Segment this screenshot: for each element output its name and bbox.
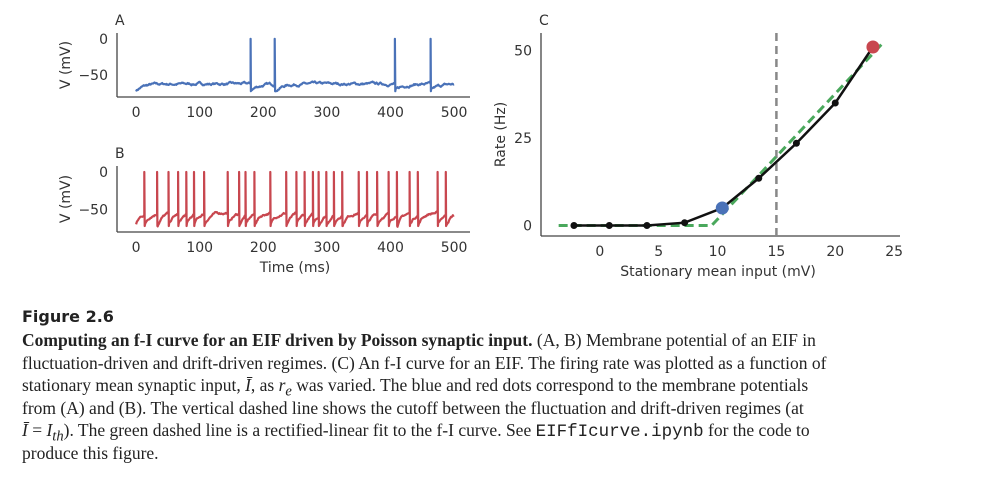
x-tick-label: 10: [709, 244, 727, 260]
panel-letter: C: [539, 13, 549, 29]
x-tick-label: 400: [377, 105, 404, 121]
data-point: [831, 99, 839, 107]
rectified-linear-fit: [558, 42, 884, 227]
x-tick-label: 0: [132, 105, 141, 121]
data-point: [643, 222, 651, 229]
x-tick-label: 200: [250, 105, 277, 121]
voltage-trace: [135, 170, 455, 228]
caption-text: ). The green dashed line is a rectified-…: [63, 420, 536, 440]
caption-text: =: [27, 420, 47, 440]
math-ibar: Ī: [245, 375, 251, 395]
caption-line-4: from (A) and (B). The vertical dashed li…: [22, 398, 804, 418]
x-tick-label: 25: [885, 244, 903, 260]
caption-text: (A, B) Membrane potential of an EIF in: [532, 330, 816, 350]
data-point: [681, 219, 689, 227]
panel-a: 0 100 200 300 400 500 0 −50 A V (mV): [58, 13, 470, 121]
x-tick-label: 500: [441, 240, 468, 256]
y-tick-label: −50: [78, 68, 108, 84]
y-tick-label: 0: [99, 32, 108, 48]
x-tick-label: 20: [826, 244, 844, 260]
caption-line-1: Computing an f-I curve for an EIF driven…: [22, 330, 816, 351]
x-tick-label: 300: [314, 105, 341, 121]
y-tick-label: 25: [514, 131, 532, 147]
x-tick-label: 5: [654, 244, 663, 260]
highlight-dot: [715, 201, 729, 215]
data-point: [755, 174, 763, 182]
y-axis-label: V (mV): [58, 41, 74, 89]
x-axis-label: Time (ms): [259, 260, 331, 276]
x-tick-label: 500: [441, 105, 468, 121]
caption-text: stationary mean synaptic input,: [22, 375, 246, 395]
y-axis-label: V (mV): [58, 175, 74, 223]
x-tick-label: 400: [377, 240, 404, 256]
math-sub-th: th: [52, 428, 64, 445]
data-point: [570, 222, 578, 229]
panel-letter: A: [115, 13, 125, 29]
panel-letter: B: [115, 146, 125, 162]
math-ibar: Ī: [22, 420, 28, 440]
x-axis-label: Stationary mean input (mV): [620, 264, 816, 280]
voltage-trace: [135, 37, 455, 93]
panel-c: 0 5 10 15 20 25 0 25 50 C Rate (Hz) Stationary mean…: [493, 13, 903, 280]
y-tick-label: 0: [99, 165, 108, 181]
x-tick-label: 15: [767, 244, 785, 260]
math-i: I: [46, 420, 53, 440]
figure-label: Figure 2.6: [22, 307, 114, 326]
data-point: [605, 222, 613, 229]
caption-line-6: produce this figure.: [22, 443, 159, 463]
x-tick-label: 300: [314, 240, 341, 256]
y-tick-label: 0: [523, 219, 532, 235]
caption-title: Computing an f-I curve for an EIF driven…: [22, 330, 533, 350]
caption-line-5: Ī = Ith). The green dashed line is a rec…: [22, 420, 810, 446]
caption-text: was varied. The blue and red dots corres…: [291, 375, 809, 395]
y-tick-label: −50: [78, 203, 108, 219]
y-axis-label: Rate (Hz): [493, 102, 509, 167]
y-tick-label: 50: [514, 44, 532, 60]
f-i-curve: [573, 46, 874, 227]
caption-text: , as: [250, 375, 279, 395]
x-tick-label: 100: [186, 240, 213, 256]
panel-b: 0 100 200 300 400 500 0 −50 B V (mV) Time (ms): [58, 146, 470, 276]
x-tick-label: 0: [132, 240, 141, 256]
math-sub-e: e: [285, 383, 292, 400]
highlight-dot: [866, 40, 880, 54]
notebook-filename: EIFfIcurve.ipynb: [535, 422, 704, 442]
caption-line-3: stationary mean synaptic input, Ī, as re…: [22, 375, 808, 401]
x-tick-label: 0: [595, 244, 604, 260]
data-point: [792, 139, 800, 147]
caption-text: for the code to: [703, 420, 810, 440]
x-tick-label: 200: [250, 240, 277, 256]
x-tick-label: 100: [186, 105, 213, 121]
caption-line-2: fluctuation-driven and drift-driven regi…: [22, 353, 827, 373]
math-r: r: [278, 375, 286, 395]
